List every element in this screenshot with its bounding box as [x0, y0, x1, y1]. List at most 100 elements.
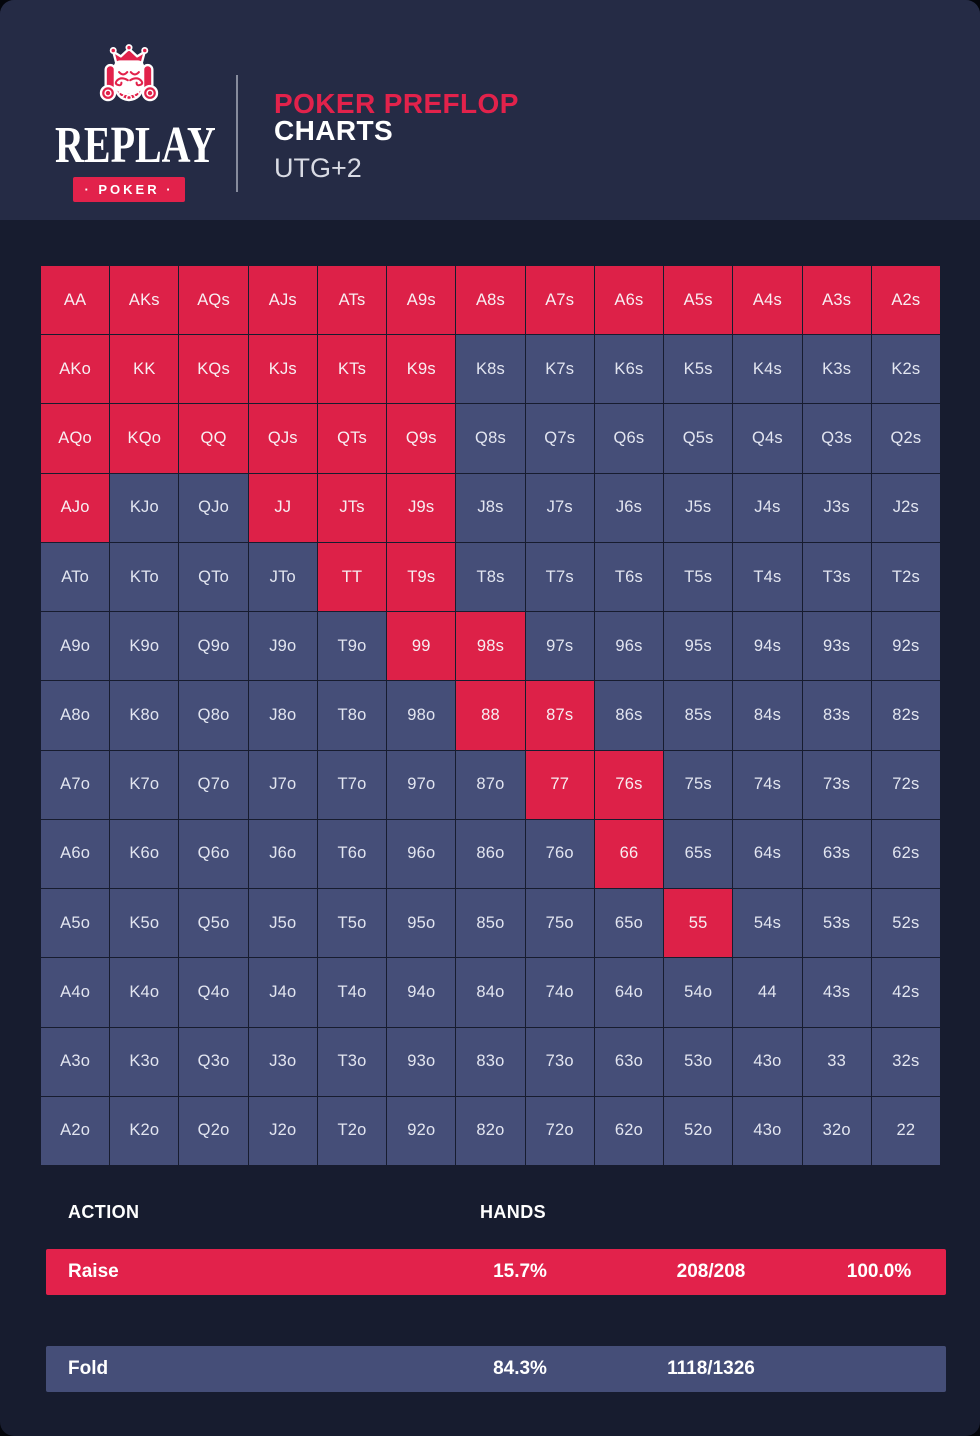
raise-summary-bar: Raise 15.7% 208/208 100.0% [46, 1249, 946, 1295]
hand-cell-A9s: A9s [387, 266, 456, 335]
hand-cell-72o: 72o [525, 1096, 594, 1165]
hand-cell-96s: 96s [594, 612, 664, 681]
hand-cell-A5o: A5o [41, 889, 110, 958]
hand-cell-ATs: ATs [317, 266, 387, 335]
hand-cell-76o: 76o [525, 819, 594, 889]
hand-cell-A8s: A8s [456, 266, 525, 335]
hand-cell-75o: 75o [525, 889, 594, 958]
hand-cell-AA: AA [41, 266, 110, 335]
poker-ribbon: · POKER · [73, 177, 185, 202]
hand-cell-Q2s: Q2s [871, 404, 940, 473]
hand-cell-T3s: T3s [802, 542, 871, 612]
hand-cell-J3o: J3o [248, 1027, 317, 1096]
hand-cell-A6s: A6s [594, 266, 664, 335]
hand-cell-T6s: T6s [594, 542, 664, 612]
hand-cell-22: 22 [871, 1096, 940, 1165]
hand-cell-Q4s: Q4s [733, 404, 802, 473]
hand-cell-K7o: K7o [110, 750, 179, 819]
hand-cell-44: 44 [733, 958, 802, 1027]
hand-cell-98s: 98s [456, 612, 525, 681]
hand-cell-Q3o: Q3o [179, 1027, 248, 1096]
hand-cell-86s: 86s [594, 681, 664, 750]
hand-cell-Q9o: Q9o [179, 612, 248, 681]
hand-cell-J4o: J4o [248, 958, 317, 1027]
hand-cell-32o: 32o [802, 1096, 871, 1165]
hand-cell-J6s: J6s [594, 473, 664, 542]
fold-percent: 84.3% [493, 1358, 547, 1379]
hand-cell-97o: 97o [387, 750, 456, 819]
hand-cell-AJs: AJs [248, 266, 317, 335]
hand-cell-J3s: J3s [802, 473, 871, 542]
hand-cell-K2s: K2s [871, 335, 940, 404]
hand-cell-JTo: JTo [248, 542, 317, 612]
hand-cell-43o: 43o [733, 1027, 802, 1096]
hand-cell-Q8o: Q8o [179, 681, 248, 750]
hand-cell-AKo: AKo [41, 335, 110, 404]
hand-cell-KTo: KTo [110, 542, 179, 612]
hand-cell-99: 99 [387, 612, 456, 681]
hand-cell-QTs: QTs [317, 404, 387, 473]
hand-cell-K3o: K3o [110, 1027, 179, 1096]
hand-cell-Q9s: Q9s [387, 404, 456, 473]
hand-cell-93s: 93s [802, 612, 871, 681]
hand-cell-K3s: K3s [802, 335, 871, 404]
hand-cell-AJo: AJo [41, 473, 110, 542]
hand-cell-T4s: T4s [733, 542, 802, 612]
hand-cell-65o: 65o [594, 889, 664, 958]
hand-cell-T7s: T7s [525, 542, 594, 612]
hand-cell-T2s: T2s [871, 542, 940, 612]
hand-cell-Q3s: Q3s [802, 404, 871, 473]
hand-cell-A4o: A4o [41, 958, 110, 1027]
hand-cell-64s: 64s [733, 819, 802, 889]
hand-cell-J7s: J7s [525, 473, 594, 542]
hand-cell-J8o: J8o [248, 681, 317, 750]
hand-cell-93o: 93o [387, 1027, 456, 1096]
hand-cell-K8o: K8o [110, 681, 179, 750]
page-title-line2: CHARTS [274, 115, 394, 146]
hand-cell-84o: 84o [456, 958, 525, 1027]
hand-cell-Q2o: Q2o [179, 1096, 248, 1165]
position-label: UTG+2 [274, 153, 362, 183]
hand-cell-A7o: A7o [41, 750, 110, 819]
hand-cell-TT: TT [317, 542, 387, 612]
hand-cell-KQo: KQo [110, 404, 179, 473]
hand-cell-AKs: AKs [110, 266, 179, 335]
hand-cell-54o: 54o [664, 958, 733, 1027]
summary-action-header: ACTION [68, 1202, 140, 1222]
hand-cell-J5o: J5o [248, 889, 317, 958]
hand-cell-83s: 83s [802, 681, 871, 750]
hand-cell-72s: 72s [871, 750, 940, 819]
hand-cell-J4s: J4s [733, 473, 802, 542]
hand-cell-55: 55 [664, 889, 733, 958]
hand-cell-T2o: T2o [317, 1096, 387, 1165]
hand-cell-J5s: J5s [664, 473, 733, 542]
hand-cell-63s: 63s [802, 819, 871, 889]
hand-cell-K6s: K6s [594, 335, 664, 404]
hand-cell-K7s: K7s [525, 335, 594, 404]
hand-cell-J8s: J8s [456, 473, 525, 542]
hand-cell-94o: 94o [387, 958, 456, 1027]
fold-label: Fold [68, 1358, 109, 1379]
hand-cell-64o: 64o [594, 958, 664, 1027]
fold-summary-bar: Fold 84.3% 1118/1326 [46, 1346, 946, 1392]
hand-cell-KTs: KTs [317, 335, 387, 404]
hand-cell-54s: 54s [733, 889, 802, 958]
hand-cell-95s: 95s [664, 612, 733, 681]
hand-cell-92o: 92o [387, 1096, 456, 1165]
hand-cell-K5o: K5o [110, 889, 179, 958]
hand-cell-A6o: A6o [41, 819, 110, 889]
hand-cell-74o: 74o [525, 958, 594, 1027]
hand-cell-A7s: A7s [525, 266, 594, 335]
hand-cell-K5s: K5s [664, 335, 733, 404]
hand-cell-JJ: JJ [248, 473, 317, 542]
hand-cell-KQs: KQs [179, 335, 248, 404]
hand-cell-T5s: T5s [664, 542, 733, 612]
hand-cell-32s: 32s [871, 1027, 940, 1096]
hand-cell-Q6o: Q6o [179, 819, 248, 889]
hand-cell-K9o: K9o [110, 612, 179, 681]
hand-cell-96o: 96o [387, 819, 456, 889]
header: REPLAY · POKER · POKER PREFLOP CHARTS UT… [0, 0, 980, 220]
hand-cell-43o: 43o [733, 1096, 802, 1165]
hand-cell-Q8s: Q8s [456, 404, 525, 473]
